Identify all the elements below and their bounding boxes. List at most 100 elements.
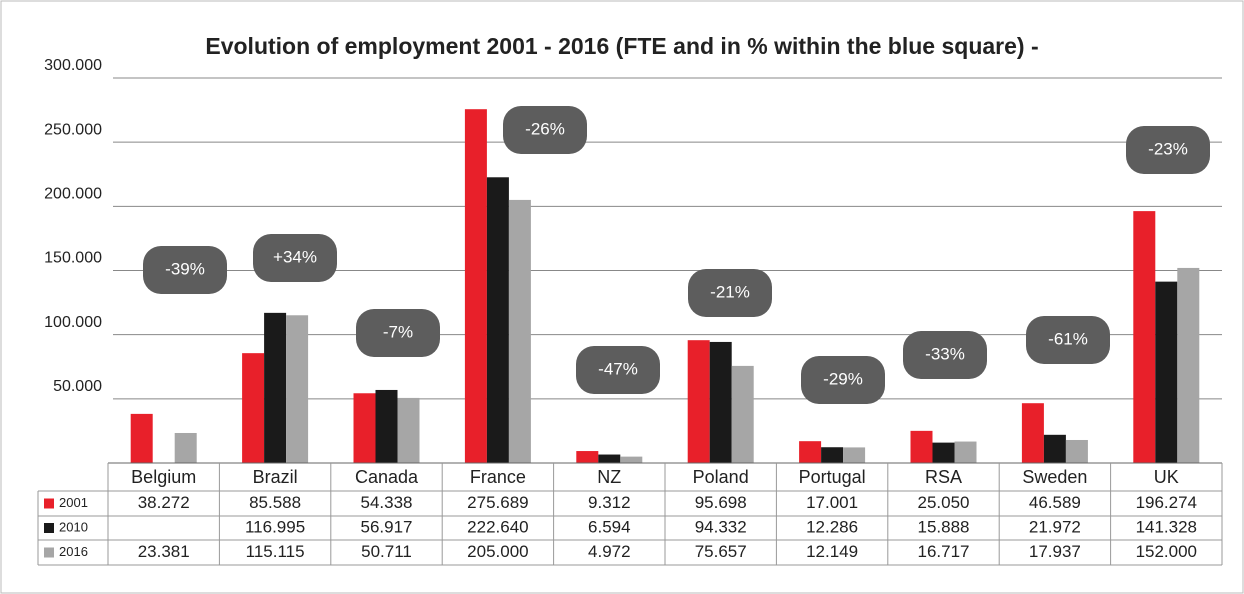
annotation: -21%	[710, 282, 750, 301]
annotation-bubble	[688, 269, 772, 317]
table-value: 9.312	[588, 493, 631, 512]
legend-label: 2001	[59, 495, 88, 510]
x-tick-label: NZ	[597, 467, 621, 487]
table-value: 12.286	[806, 517, 858, 536]
annotation-bubble	[1026, 316, 1110, 364]
table-value: 17.937	[1029, 542, 1081, 561]
bar	[130, 413, 153, 463]
table-value: 75.657	[695, 542, 747, 561]
table-value: 23.381	[138, 542, 190, 561]
legend-label: 2010	[59, 519, 88, 534]
legend-swatch	[44, 523, 54, 533]
bar	[464, 109, 487, 463]
table-value: 196.274	[1136, 493, 1197, 512]
table-value: 56.917	[361, 517, 413, 536]
x-tick-label: Brazil	[253, 467, 298, 487]
bar	[843, 447, 866, 463]
bar	[799, 441, 822, 463]
table-value: 12.149	[806, 542, 858, 561]
table-value: 25.050	[918, 493, 970, 512]
bar	[1065, 439, 1088, 463]
y-tick-label: 100.000	[44, 314, 102, 331]
table-value: 50.711	[361, 542, 412, 561]
annotation-bubble	[576, 346, 660, 394]
x-tick-label: Sweden	[1022, 467, 1087, 487]
bar	[954, 441, 977, 463]
table-value: 54.338	[361, 493, 413, 512]
table-value: 152.000	[1136, 542, 1197, 561]
bar	[709, 341, 732, 463]
annotation-bubble	[253, 234, 337, 282]
table-value: 115.115	[246, 542, 305, 561]
annotation: -39%	[165, 259, 205, 278]
table-value: 46.589	[1029, 493, 1081, 512]
annotation: -26%	[525, 119, 565, 138]
bar	[242, 353, 265, 463]
bar	[397, 397, 420, 463]
annotation-bubble	[356, 309, 440, 357]
x-tick-label: France	[470, 467, 526, 487]
bar	[1133, 211, 1156, 463]
annotation: -7%	[383, 322, 413, 341]
table-value: 275.689	[467, 493, 528, 512]
x-tick-label: RSA	[925, 467, 962, 487]
bar	[1155, 281, 1178, 463]
annotation-bubble	[503, 106, 587, 154]
annotation: +34%	[273, 247, 317, 266]
annotation-bubble	[903, 331, 987, 379]
table-value: 4.972	[588, 542, 631, 561]
annotation-bubble	[801, 356, 885, 404]
table-value: 222.640	[467, 517, 528, 536]
y-tick-label: 300.000	[44, 57, 102, 74]
bar	[932, 442, 955, 463]
annotation: -29%	[823, 369, 863, 388]
bar	[687, 340, 710, 463]
x-tick-label: UK	[1154, 467, 1179, 487]
legend-swatch	[44, 547, 54, 558]
bar	[1043, 434, 1066, 463]
annotation: -61%	[1048, 329, 1088, 348]
annotation-bubble	[143, 246, 227, 294]
table-value: 141.328	[1136, 517, 1197, 536]
bar	[620, 456, 643, 463]
table-value: 95.698	[695, 493, 747, 512]
table-value: 205.000	[467, 542, 528, 561]
table-value: 116.995	[245, 517, 305, 536]
bar	[576, 451, 599, 463]
bar	[821, 447, 844, 463]
y-tick-label: 250.000	[44, 121, 102, 138]
x-tick-label: Canada	[355, 467, 419, 487]
x-tick-label: Belgium	[131, 467, 196, 487]
bar	[598, 454, 621, 463]
bar	[264, 312, 287, 463]
x-tick-label: Poland	[693, 467, 749, 487]
table-value: 94.332	[695, 517, 747, 536]
legend-label: 2016	[59, 544, 88, 559]
table-value: 15.888	[918, 517, 970, 536]
bar	[353, 393, 376, 463]
bar	[1177, 267, 1200, 463]
bar	[174, 432, 197, 463]
table-value: 21.972	[1029, 517, 1081, 536]
y-tick-label: 150.000	[44, 250, 102, 267]
table-value: 16.717	[918, 542, 970, 561]
annotation: -23%	[1148, 139, 1188, 158]
table-value: 6.594	[588, 517, 631, 536]
y-tick-label: 200.000	[44, 186, 102, 203]
bar	[286, 315, 309, 463]
bar	[508, 199, 531, 463]
table-value: 85.588	[249, 493, 301, 512]
bar	[731, 365, 754, 463]
annotation-bubble	[1126, 126, 1210, 174]
bar	[910, 430, 933, 463]
chart-title: Evolution of employment 2001 - 2016 (FTE…	[205, 33, 1038, 59]
annotation: -47%	[598, 359, 638, 378]
bar	[1021, 403, 1044, 463]
y-tick-label: 50.000	[53, 378, 102, 395]
bar	[486, 177, 509, 463]
table-value: 38.272	[138, 493, 190, 512]
legend-swatch	[44, 498, 54, 509]
